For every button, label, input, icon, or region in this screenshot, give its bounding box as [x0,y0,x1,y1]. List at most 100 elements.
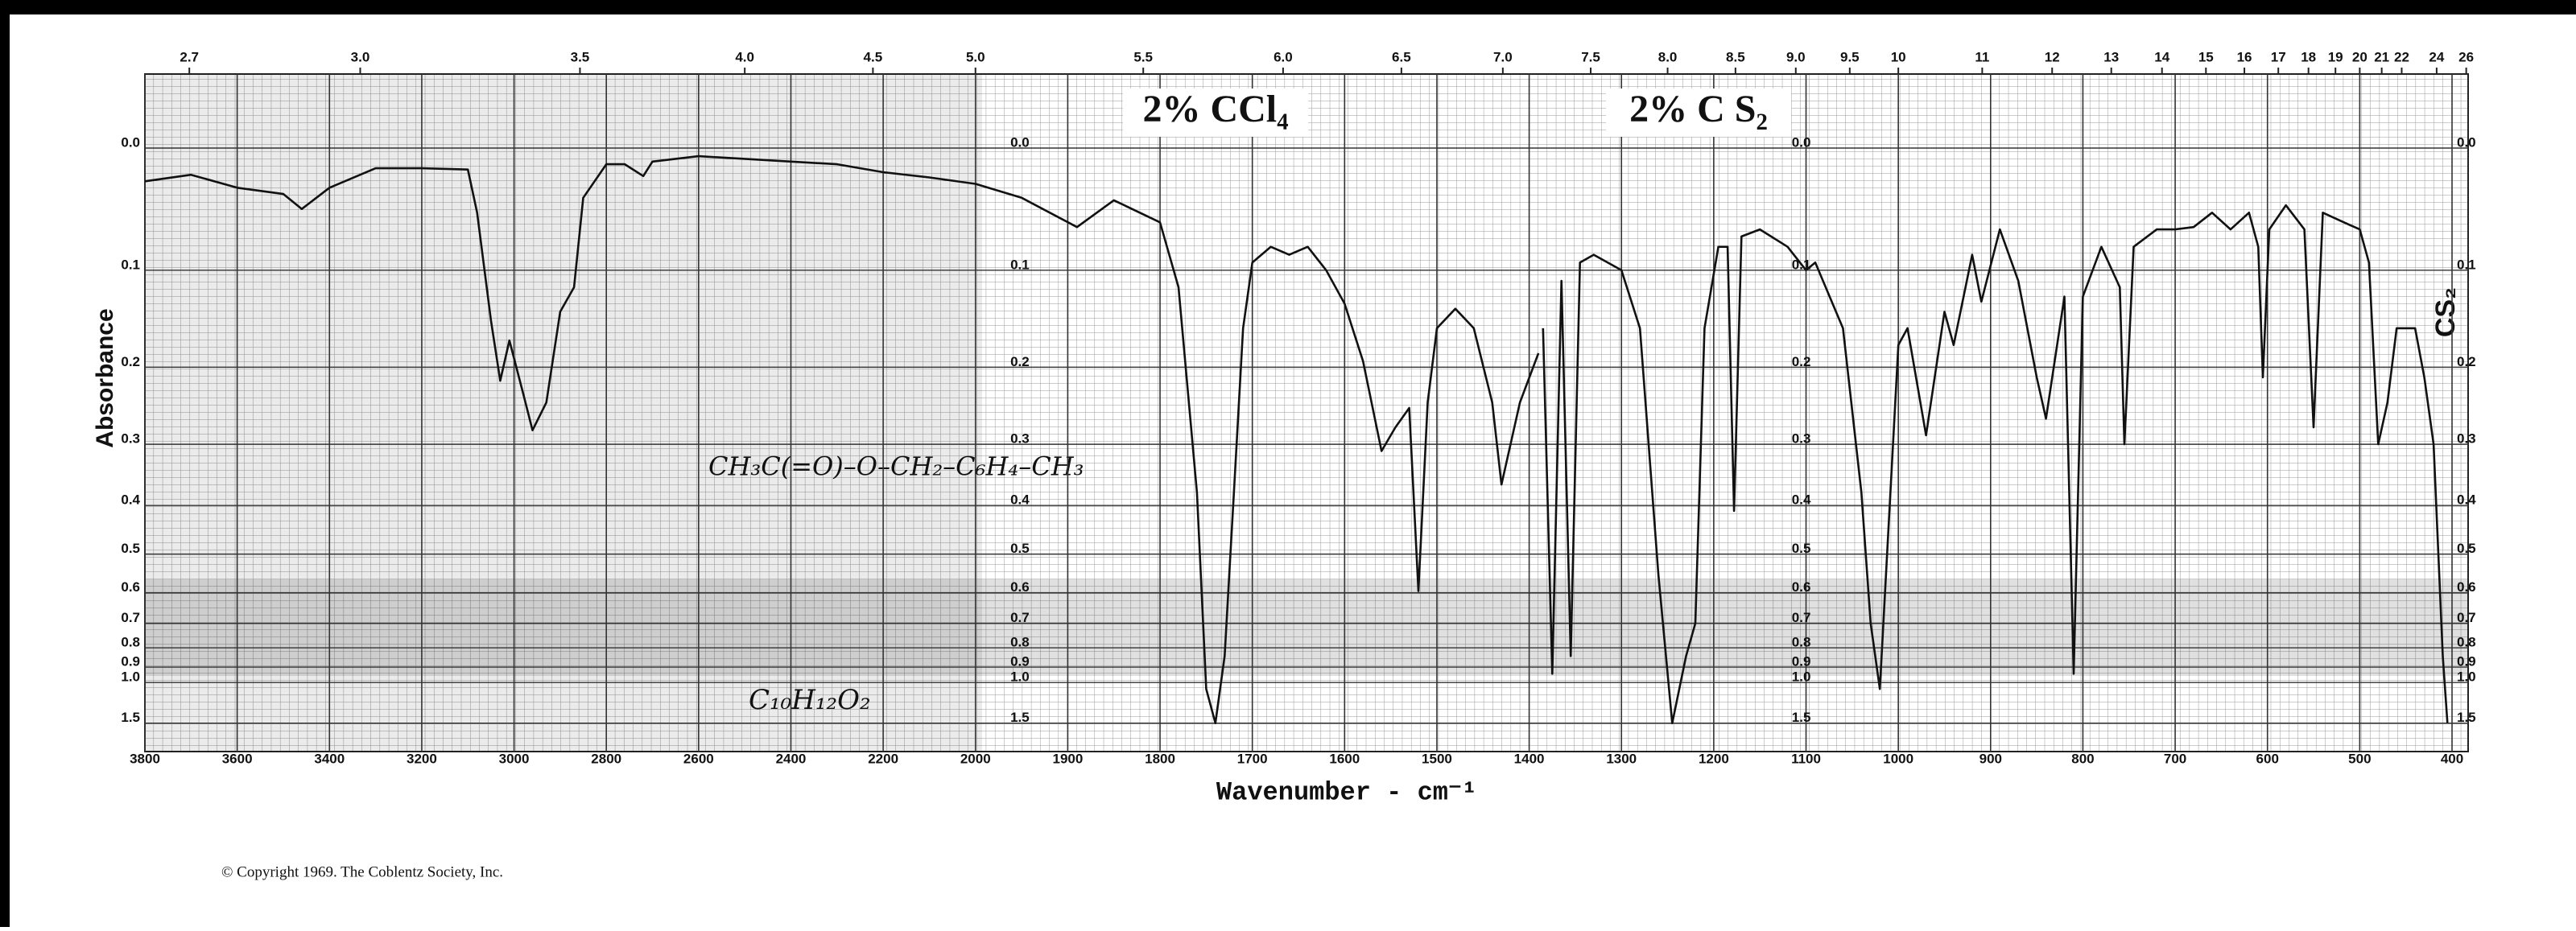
x-tick-label: 1900 [1052,751,1083,766]
scan-shade [145,579,2468,676]
y-tick-label: 0.9 [1010,654,1030,669]
y-tick-label: 0.5 [1792,541,1811,556]
y-tick-label: 0.4 [121,492,140,508]
y-tick-label: 0.7 [1792,610,1811,625]
x2-tick-label: 8.0 [1658,49,1678,64]
legend-box [1606,89,1791,137]
x2-tick-label: 9.5 [1840,49,1860,64]
y-tick-label: 0.7 [121,610,140,625]
y-tick-label: 1.0 [1792,669,1811,685]
y-tick-label: 0.8 [1010,635,1030,650]
y-tick-label: 0.2 [1792,354,1811,369]
y-tick-label: 0.2 [2457,354,2476,369]
x2-tick-label: 13 [2103,49,2119,64]
x2-tick-label: 17 [2271,49,2286,64]
y-tick-label: 0.9 [2457,654,2476,669]
y-tick-label: 0.8 [1792,635,1811,650]
side-label: CS₂ [2430,287,2461,337]
x2-tick-label: 26 [2458,49,2474,64]
x-tick-label: 600 [2256,751,2279,766]
copyright: © Copyright 1969. The Coblentz Society, … [221,863,503,880]
x-tick-label: 500 [2348,751,2371,766]
y-tick-label: 1.5 [121,710,140,725]
y-tick-label: 1.0 [1010,669,1030,685]
y-tick-label: 0.2 [121,354,140,369]
y-tick-label: 0.1 [1010,257,1030,272]
y-tick-label: 0.5 [1010,541,1030,556]
scan-edge [0,0,10,927]
x2-tick-label: 6.0 [1274,49,1293,64]
x2-tick-label: 7.5 [1581,49,1600,64]
formula-note: C₁₀H₁₂O₂ [749,684,871,716]
x-tick-label: 400 [2441,751,2463,766]
x-tick-label: 1000 [1883,751,1913,766]
x-tick-label: 1700 [1237,751,1268,766]
y-tick-label: 0.0 [121,134,140,150]
y-tick-label: 0.2 [1010,354,1030,369]
x2-tick-label: 5.0 [966,49,985,64]
x2-tick-label: 21 [2374,49,2389,64]
x2-tick-label: 4.5 [864,49,883,64]
y-tick-label: 0.8 [2457,635,2476,650]
y-tick-label: 0.6 [2457,579,2476,595]
x-tick-label: 2000 [960,751,991,766]
x-tick-label: 1400 [1514,751,1545,766]
y-tick-label: 0.3 [1792,431,1811,447]
x2-tick-label: 10 [1891,49,1906,64]
structure-note: CH₃C(=O)–O–CH₂–C₆H₄–CH₃ [708,451,1084,482]
y-tick-label: 0.4 [1792,492,1811,508]
x-tick-label: 800 [2071,751,2094,766]
legend-label: 2% C S₂ [1629,88,1768,130]
y-tick-label: 0.3 [2457,431,2476,447]
x-axis-label: Wavenumber - cm⁻¹ [1216,777,1477,807]
x2-tick-label: 15 [2198,49,2214,64]
scan-shade [145,74,982,752]
x-tick-label: 1500 [1422,751,1452,766]
x2-tick-label: 6.5 [1392,49,1411,64]
x2-tick-label: 11 [1975,49,1989,64]
spectrum-line [1542,204,2449,724]
x2-tick-label: 2.7 [180,49,199,64]
x2-tick-label: 24 [2429,49,2444,64]
x2-tick-label: 12 [2045,49,2060,64]
x2-tick-label: 19 [2328,49,2343,64]
x2-tick-label: 16 [2237,49,2252,64]
x-tick-label: 700 [2164,751,2186,766]
x2-tick-label: 3.0 [351,49,370,64]
x2-tick-label: 8.5 [1726,49,1745,64]
y-tick-label: 0.6 [121,579,140,595]
y-tick-label: 0.5 [121,541,140,556]
y-tick-label: 0.1 [121,257,140,272]
x-tick-label: 3000 [499,751,530,766]
x-tick-label: 1800 [1145,751,1175,766]
y-tick-label: 0.9 [121,654,140,669]
x-tick-label: 3600 [222,751,253,766]
x-tick-label: 1200 [1699,751,1729,766]
y-tick-label: 0.1 [2457,257,2476,272]
x2-tick-label: 5.5 [1133,49,1153,64]
x-tick-label: 2800 [591,751,621,766]
y-tick-label: 0.0 [2457,134,2476,150]
y-tick-label: 1.0 [121,669,140,685]
x2-tick-label: 9.0 [1786,49,1806,64]
x-tick-label: 3400 [314,751,345,766]
x-tick-label: 1300 [1606,751,1637,766]
y-tick-label: 0.9 [1792,654,1811,669]
legend-box [1123,89,1308,137]
y-tick-label: 1.5 [2457,710,2476,725]
x-tick-label: 3800 [130,751,160,766]
x-tick-label: 2600 [683,751,714,766]
y-tick-label: 0.7 [2457,610,2476,625]
y-tick-label: 0.4 [1010,492,1030,508]
y-tick-label: 0.3 [1010,431,1030,447]
x2-tick-label: 4.0 [735,49,754,64]
legend-label: 2% CCl₄ [1142,88,1288,130]
y-axis-label: Absorbance [92,308,118,447]
y-tick-label: 1.5 [1010,710,1030,725]
x2-tick-label: 3.5 [571,49,590,64]
x2-tick-label: 14 [2154,49,2169,64]
y-tick-label: 0.4 [2457,492,2476,508]
y-tick-label: 0.5 [2457,541,2476,556]
